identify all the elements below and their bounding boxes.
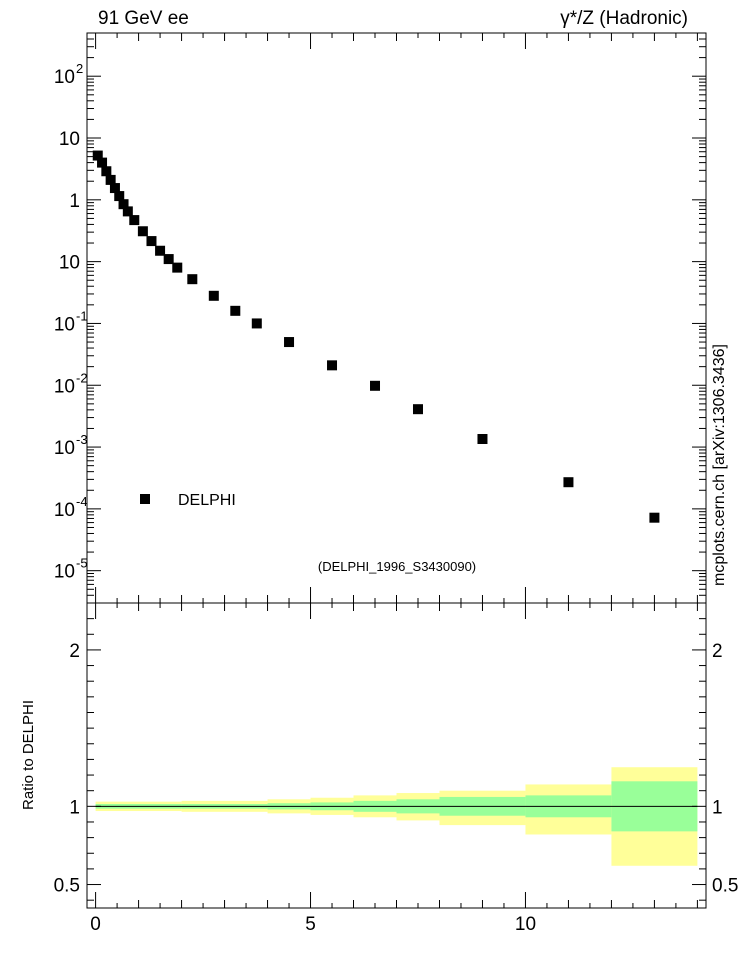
y-tick-exponent: -2 (76, 370, 88, 385)
ratio-plot-panel: 0 5 10 0.5 0.5 1 1 2 2 (54, 602, 738, 935)
data-point (137, 226, 148, 237)
data-point (101, 166, 112, 177)
y-tick-exponent: -1 (76, 308, 88, 323)
data-point (187, 274, 198, 285)
legend-label: DELPHI (178, 492, 236, 509)
ratio-y-tick-label-right: 0.5 (712, 876, 738, 897)
reference-analysis-label: (DELPHI_1996_S3430090) (318, 559, 476, 574)
y-tick-exponent: -5 (76, 556, 88, 571)
legend-marker (140, 494, 150, 504)
x-tick-label: 5 (305, 914, 316, 935)
ratio-y-tick-label-right: 1 (712, 797, 723, 818)
data-point (649, 512, 660, 523)
data-point (92, 150, 103, 161)
ratio-y-tick-label-right: 2 (712, 641, 723, 662)
watermark-source-label: mcplots.cern.ch [arXiv:1306.3436] (711, 344, 728, 586)
header-process-name: γ*/Z (Hadronic) (560, 8, 688, 29)
y-tick-label: 10 (59, 253, 80, 274)
y-tick-label: 10 (54, 314, 75, 335)
y-tick-exponent: -3 (76, 432, 88, 447)
data-point (563, 477, 574, 488)
ratio-y-tick-label: 0.5 (54, 876, 80, 897)
data-point (370, 380, 381, 391)
data-point (105, 174, 116, 185)
data-point (109, 183, 120, 194)
y-tick-label: 10 (54, 438, 75, 459)
data-point (155, 245, 166, 256)
y-tick-label: 1 (69, 191, 80, 212)
y-tick-label: 10 (54, 562, 75, 583)
ratio-y-tick-label: 2 (69, 641, 80, 662)
x-tick-label: 10 (515, 914, 536, 935)
data-point (146, 236, 157, 247)
header-process-energy: 91 GeV ee (98, 8, 189, 29)
x-tick-label: 0 (90, 914, 101, 935)
data-point (208, 290, 219, 301)
main-plot-frame (86, 32, 707, 604)
data-point (477, 434, 488, 445)
y-tick-label: 10 (54, 376, 75, 397)
data-point (129, 215, 140, 226)
y-tick-exponent: -4 (76, 494, 88, 509)
ratio-y-tick-label: 1 (69, 797, 80, 818)
y-tick-label: 10 (54, 500, 75, 521)
y-tick-exponent: 2 (76, 61, 83, 76)
data-point (327, 360, 338, 371)
data-point (97, 157, 108, 168)
y-tick-label: 10 (59, 129, 80, 150)
data-point (284, 337, 295, 348)
ratio-plot-frame (86, 602, 707, 909)
ratio-y-axis-label: Ratio to DELPHI (20, 700, 37, 810)
data-point (230, 305, 241, 316)
data-point (412, 404, 423, 415)
data-point (122, 206, 133, 217)
data-point (172, 262, 183, 273)
data-point (118, 199, 129, 210)
data-point (163, 254, 174, 265)
data-point (251, 318, 262, 329)
data-point (114, 191, 125, 202)
y-tick-label: 10 (54, 67, 75, 88)
